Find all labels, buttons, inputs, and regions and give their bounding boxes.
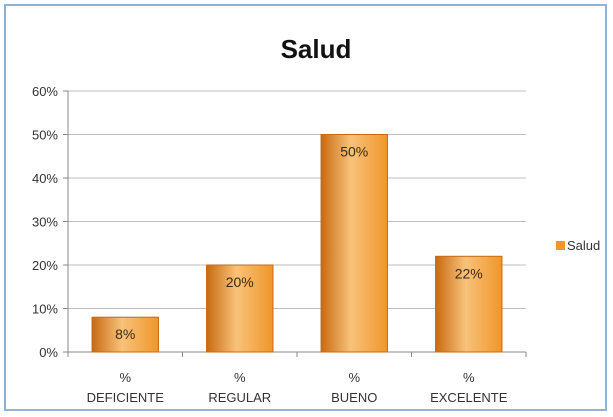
chart-title: Salud (281, 34, 352, 64)
data-label: 8% (115, 326, 135, 342)
x-category-label: % (348, 370, 360, 385)
bar (435, 255, 503, 353)
y-axis-ticks: 0% 10% 20% 30% 40% 50% 60% (32, 84, 68, 360)
legend-label: Salud (567, 238, 600, 253)
bar (206, 264, 274, 353)
legend: Salud (556, 238, 600, 253)
x-category-label: % (119, 370, 131, 385)
bar (320, 134, 388, 353)
x-category-label: % (234, 370, 246, 385)
y-tick-label: 10% (32, 302, 58, 317)
y-tick-label: 20% (32, 258, 58, 273)
bar (91, 316, 159, 353)
legend-swatch (556, 241, 565, 250)
x-category-label: DEFICIENTE (87, 390, 165, 405)
y-tick-label: 50% (32, 128, 58, 143)
chart-svg: Salud 0% 10% 20% 30% 40% 50% 60% 8% 20% 50% 22% %… (32, 34, 600, 405)
data-label: 22% (455, 265, 483, 281)
x-category-label: EXCELENTE (430, 390, 508, 405)
data-label-layer: 8% 20% 50% 22% (115, 144, 483, 343)
y-tick-label: 0% (39, 345, 58, 360)
y-tick-label: 60% (32, 84, 58, 99)
x-category-label: REGULAR (208, 390, 271, 405)
x-axis-categories: % DEFICIENTE% REGULAR% BUENO% EXCELENTE (67, 352, 527, 405)
data-label: 20% (226, 274, 254, 290)
y-tick-label: 30% (32, 215, 58, 230)
x-category-label: % (463, 370, 475, 385)
data-label: 50% (340, 144, 368, 160)
bar-layer (91, 134, 503, 353)
x-category-label: BUENO (331, 390, 377, 405)
chart-frame: Salud 0% 10% 20% 30% 40% 50% 60% 8% 20% 50% 22% %… (4, 4, 607, 411)
y-tick-label: 40% (32, 171, 58, 186)
